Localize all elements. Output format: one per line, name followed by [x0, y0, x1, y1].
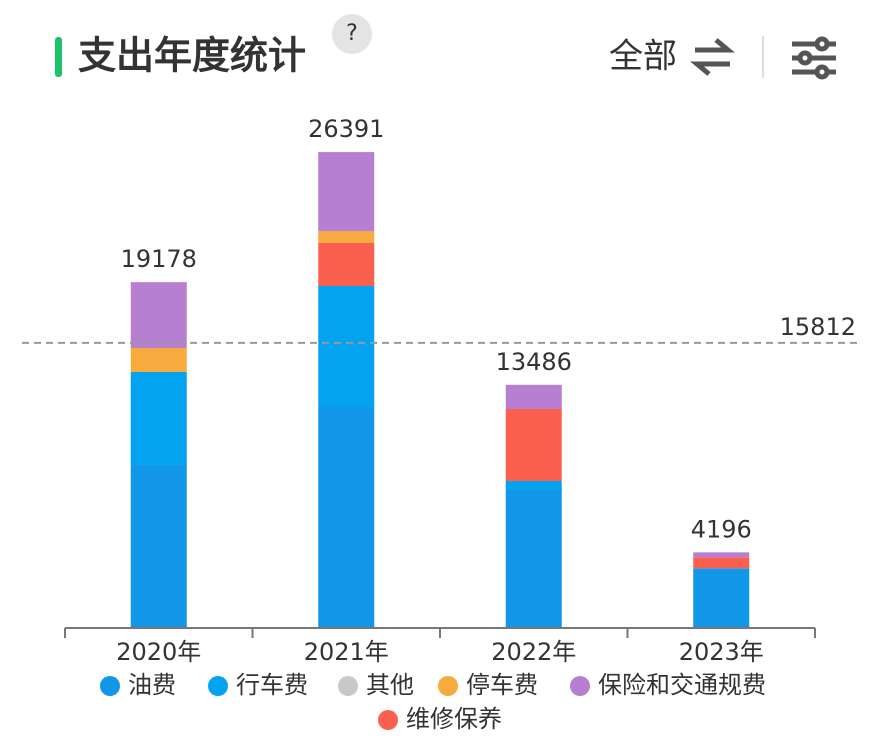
bar-segment	[693, 557, 750, 569]
x-tick-label: 2023年	[679, 638, 764, 666]
bar-segment	[318, 152, 375, 232]
settings-icon[interactable]	[792, 36, 836, 80]
bar-segment	[318, 231, 375, 244]
swap-icon[interactable]	[690, 38, 735, 76]
legend-label: 行车费	[236, 671, 308, 699]
x-tick-label: 2020年	[116, 638, 201, 666]
bar-segment	[130, 282, 187, 348]
total-label: 19178	[121, 245, 197, 273]
x-tick-label: 2022年	[491, 638, 576, 666]
total-label: 4196	[691, 515, 752, 543]
x-tick-label: 2021年	[304, 638, 389, 666]
bar-segment	[693, 568, 750, 628]
legend-label: 其他	[366, 671, 414, 699]
bar-segment	[505, 481, 562, 491]
legend-swatch	[208, 676, 228, 696]
chart-title: 支出年度统计	[78, 34, 306, 78]
bar-segment	[505, 409, 562, 482]
legend-label: 维修保养	[406, 705, 502, 733]
total-label: 13486	[496, 348, 572, 376]
legend-label: 油费	[128, 671, 176, 699]
average-label: 15812	[780, 313, 856, 341]
bar-segment	[318, 407, 375, 628]
bar-segment	[130, 464, 187, 628]
legend-label: 保险和交通规费	[598, 671, 766, 699]
help-button[interactable]	[332, 14, 372, 54]
legend-swatch	[378, 710, 398, 730]
title-accent	[55, 37, 62, 77]
bar-segment	[505, 490, 562, 628]
bar-segment	[318, 243, 375, 286]
legend-swatch	[438, 676, 458, 696]
bar-segment	[130, 347, 187, 372]
help-icon[interactable]: ?	[346, 21, 358, 46]
bar-segment	[318, 285, 375, 408]
bar-segment	[693, 552, 750, 558]
legend-swatch	[570, 676, 590, 696]
total-label: 26391	[308, 115, 384, 143]
legend-swatch	[100, 676, 120, 696]
filter-label[interactable]: 全部	[609, 37, 677, 77]
bar-segment	[505, 384, 562, 410]
legend-swatch	[338, 676, 358, 696]
legend-label: 停车费	[466, 671, 538, 699]
bar-segment	[130, 371, 187, 465]
